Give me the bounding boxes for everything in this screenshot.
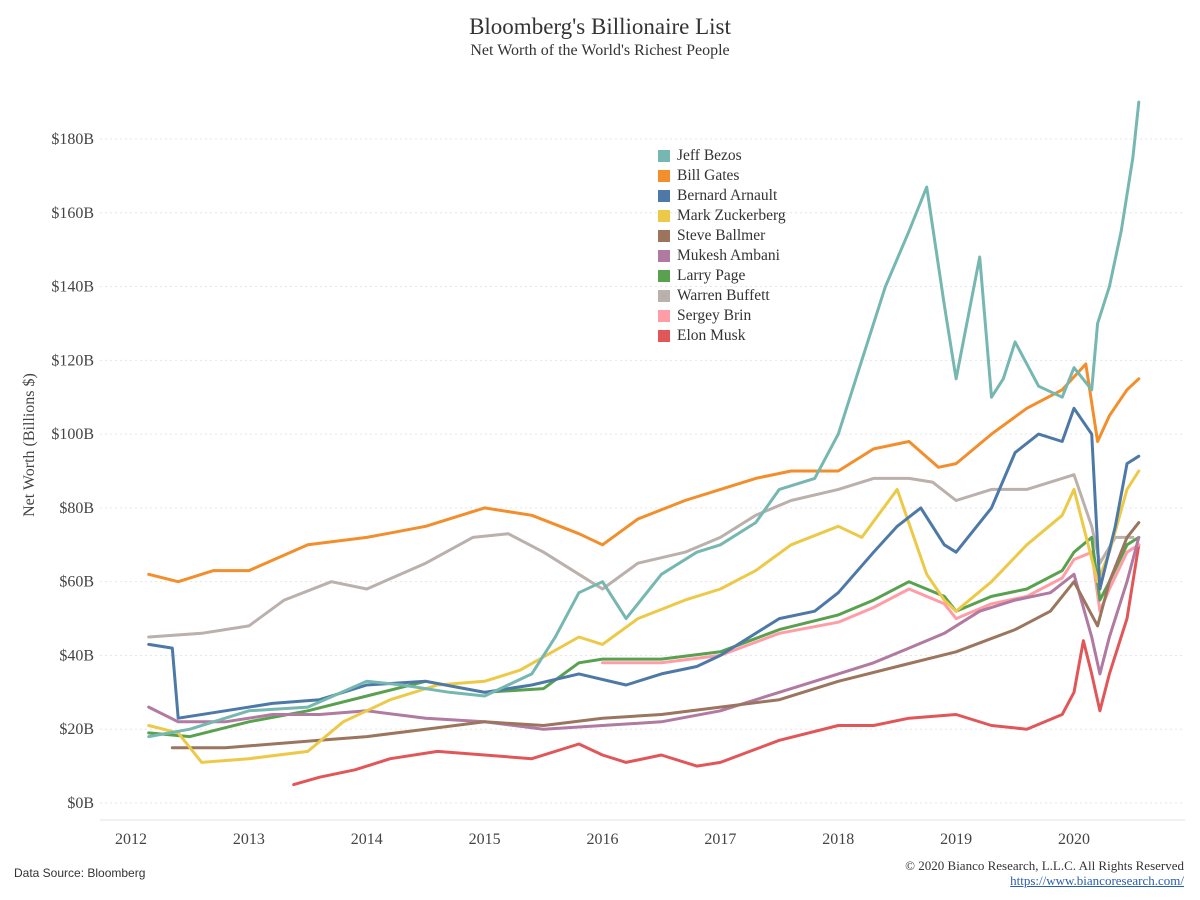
- x-tick-label: 2014: [351, 831, 383, 848]
- y-tick-label: $120B: [51, 352, 94, 369]
- series-line-steve-ballmer: [170, 521, 1141, 750]
- copyright-block: © 2020 Bianco Research, L.L.C. All Right…: [905, 858, 1184, 888]
- legend-swatch: [658, 230, 670, 242]
- data-source-note: Data Source: Bloomberg: [14, 866, 146, 880]
- x-tick-label: 2020: [1058, 831, 1090, 848]
- legend-label: Mukesh Ambani: [677, 247, 780, 264]
- chart-subtitle: Net Worth of the World's Richest People: [470, 42, 730, 59]
- y-tick-label: $0B: [67, 795, 94, 812]
- series-line-mark-zuckerberg: [147, 469, 1141, 764]
- legend-label: Jeff Bezos: [677, 147, 742, 164]
- legend-item: Steve Ballmer: [658, 226, 786, 246]
- legend-swatch: [658, 270, 670, 282]
- legend-swatch: [658, 310, 670, 322]
- legend-label: Sergey Brin: [677, 307, 752, 324]
- x-tick-label: 2012: [115, 831, 147, 848]
- legend-swatch: [658, 170, 670, 182]
- series-line-larry-page: [147, 535, 1141, 739]
- legend-swatch: [658, 210, 670, 222]
- legend-item: Larry Page: [658, 266, 786, 286]
- legend-item: Mark Zuckerberg: [658, 206, 786, 226]
- x-tick-label: 2017: [704, 831, 736, 848]
- legend-swatch: [658, 150, 670, 162]
- website-link[interactable]: https://www.biancoresearch.com/: [1010, 873, 1184, 888]
- legend-item: Bill Gates: [658, 166, 786, 186]
- legend-label: Bill Gates: [677, 167, 740, 184]
- y-tick-label: $60B: [59, 574, 94, 591]
- x-tick-label: 2018: [822, 831, 854, 848]
- legend-item: Sergey Brin: [658, 306, 786, 326]
- series-line-jeff-bezos: [147, 100, 1141, 739]
- legend-label: Elon Musk: [677, 327, 746, 344]
- series-line-mukesh-ambani: [147, 535, 1141, 731]
- series-line-warren-buffett: [147, 473, 1135, 639]
- y-tick-label: $80B: [59, 500, 94, 517]
- chart-title: Bloomberg's Billionaire List: [469, 14, 731, 39]
- legend-swatch: [658, 290, 670, 302]
- y-tick-label: $160B: [51, 205, 94, 222]
- legend-swatch: [658, 330, 670, 342]
- legend-label: Mark Zuckerberg: [677, 207, 786, 224]
- y-tick-label: $100B: [51, 426, 94, 443]
- legend-item: Warren Buffett: [658, 286, 786, 306]
- y-tick-label: $20B: [59, 721, 94, 738]
- legend-item: Jeff Bezos: [658, 146, 786, 166]
- y-tick-label: $180B: [51, 131, 94, 148]
- legend-swatch: [658, 250, 670, 262]
- copyright-text: © 2020 Bianco Research, L.L.C. All Right…: [905, 858, 1184, 873]
- series-line-elon-musk: [292, 543, 1141, 787]
- legend-label: Steve Ballmer: [677, 227, 766, 244]
- x-tick-label: 2013: [233, 831, 265, 848]
- chart-legend: Jeff Bezos Bill Gates Bernard Arnault Mark …: [658, 146, 786, 346]
- x-tick-label: 2019: [940, 831, 972, 848]
- x-tick-label: 2016: [587, 831, 619, 848]
- legend-label: Larry Page: [677, 267, 746, 284]
- y-tick-label: $40B: [59, 647, 94, 664]
- y-tick-label: $140B: [51, 279, 94, 296]
- legend-item: Elon Musk: [658, 326, 786, 346]
- legend-swatch: [658, 190, 670, 202]
- legend-label: Bernard Arnault: [677, 187, 778, 204]
- legend-label: Warren Buffett: [677, 287, 770, 304]
- legend-item: Bernard Arnault: [658, 186, 786, 206]
- x-tick-label: 2015: [469, 831, 501, 848]
- legend-item: Mukesh Ambani: [658, 246, 786, 266]
